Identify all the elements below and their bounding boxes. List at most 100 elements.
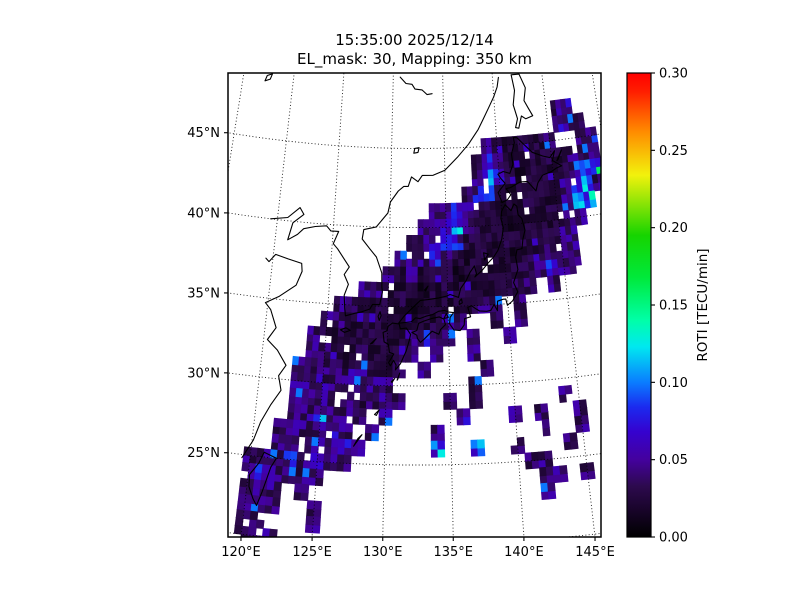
roti-cell bbox=[499, 184, 507, 194]
roti-cell bbox=[542, 180, 550, 190]
roti-cell bbox=[494, 287, 502, 297]
roti-cell bbox=[509, 334, 518, 344]
roti-cell bbox=[500, 279, 508, 289]
coastline-lake-biwa bbox=[458, 298, 463, 306]
roti-cell bbox=[338, 422, 347, 433]
roti-cell bbox=[486, 367, 495, 377]
roti-cell bbox=[552, 465, 561, 476]
roti-cell bbox=[435, 314, 443, 323]
roti-cell bbox=[393, 282, 401, 292]
roti-cell bbox=[360, 376, 368, 386]
roti-cell bbox=[326, 311, 334, 321]
roti-cell bbox=[243, 446, 252, 456]
roti-cell bbox=[298, 356, 306, 366]
roti-cell bbox=[496, 224, 504, 234]
roti-cell bbox=[558, 170, 566, 181]
roti-cell bbox=[273, 481, 282, 491]
roti-cell bbox=[538, 188, 546, 199]
roti-cell bbox=[441, 321, 449, 331]
roti-cell bbox=[358, 415, 367, 425]
roti-cell bbox=[538, 252, 547, 262]
roti-cell bbox=[329, 358, 338, 369]
roti-cell bbox=[490, 311, 498, 322]
roti-cell bbox=[590, 166, 598, 176]
roti-cell bbox=[442, 329, 450, 339]
roti-cell bbox=[557, 162, 565, 173]
roti-cell bbox=[530, 221, 538, 231]
roti-cell bbox=[533, 252, 541, 263]
roti-cell bbox=[312, 341, 320, 352]
roti-cell bbox=[266, 480, 276, 491]
roti-cell bbox=[544, 196, 552, 206]
roti-cell bbox=[286, 419, 295, 429]
roti-cell bbox=[292, 355, 300, 366]
roti-cell bbox=[554, 187, 562, 197]
roti-cell bbox=[315, 373, 324, 384]
roti-cell bbox=[393, 298, 401, 308]
roti-cell bbox=[476, 288, 484, 298]
roti-cell bbox=[341, 367, 350, 377]
coastline-amur-region bbox=[399, 76, 433, 96]
coastline-tsushima bbox=[377, 311, 382, 321]
roti-cell bbox=[496, 137, 503, 147]
roti-cell bbox=[282, 458, 291, 468]
roti-cell bbox=[346, 399, 355, 409]
roti-cell bbox=[552, 274, 561, 285]
coastline-kunashiri bbox=[556, 149, 562, 162]
roti-cell bbox=[284, 442, 293, 453]
roti-cell bbox=[385, 385, 393, 395]
roti-cell bbox=[417, 235, 425, 244]
roti-cell bbox=[357, 439, 366, 449]
roti-cell bbox=[529, 157, 537, 168]
colorbar: 0.00 0.05 0.10 0.15 0.20 0.25 0.30 ROTI [TECU/… bbox=[626, 67, 711, 546]
coastline-china-coast bbox=[241, 253, 303, 459]
roti-cell bbox=[320, 397, 329, 408]
roti-cell bbox=[582, 151, 591, 161]
roti-cell bbox=[588, 150, 596, 161]
roti-cell bbox=[435, 282, 443, 292]
roti-cell bbox=[374, 329, 382, 339]
roti-cell bbox=[442, 337, 450, 347]
roti-cell bbox=[452, 273, 460, 283]
roti-cell bbox=[417, 242, 425, 252]
roti-cell bbox=[366, 376, 375, 386]
roti-cell bbox=[323, 358, 331, 368]
roti-cell bbox=[454, 321, 462, 331]
roti-cell bbox=[360, 368, 369, 378]
roti-cell bbox=[547, 227, 556, 237]
roti-cell bbox=[468, 217, 475, 227]
roti-cell bbox=[474, 376, 482, 386]
roti-cell bbox=[488, 280, 496, 290]
roti-cell bbox=[391, 393, 400, 403]
roti-cell bbox=[491, 145, 498, 155]
roti-cell bbox=[514, 318, 523, 328]
roti-cell bbox=[272, 489, 282, 499]
roti-cell bbox=[509, 326, 517, 336]
roti-cell bbox=[435, 290, 443, 300]
roti-cell bbox=[560, 186, 568, 196]
roti-cell bbox=[399, 282, 407, 292]
roti-cell bbox=[532, 245, 540, 255]
roti-cell bbox=[301, 388, 310, 398]
roti-cell bbox=[319, 326, 327, 336]
roti-cell bbox=[342, 351, 351, 361]
roti-cell bbox=[363, 313, 371, 323]
roti-cell bbox=[571, 184, 579, 195]
roti-cell bbox=[507, 151, 515, 162]
roti-cell bbox=[354, 368, 362, 378]
roti-cell bbox=[238, 485, 248, 496]
roti-cell bbox=[429, 234, 436, 244]
roti-cell bbox=[321, 390, 329, 400]
roti-cell bbox=[387, 298, 395, 307]
roti-cell bbox=[244, 494, 254, 504]
roti-cell bbox=[496, 311, 504, 321]
colorbar-ticks: 0.00 0.05 0.10 0.15 0.20 0.25 0.30 bbox=[651, 67, 688, 546]
roti-cell bbox=[305, 349, 313, 359]
roti-cell bbox=[302, 380, 311, 391]
roti-cell bbox=[242, 510, 252, 520]
roti-cell bbox=[346, 391, 355, 401]
roti-cell bbox=[467, 344, 475, 354]
roti-cell bbox=[470, 154, 478, 164]
roti-cell bbox=[350, 328, 358, 338]
